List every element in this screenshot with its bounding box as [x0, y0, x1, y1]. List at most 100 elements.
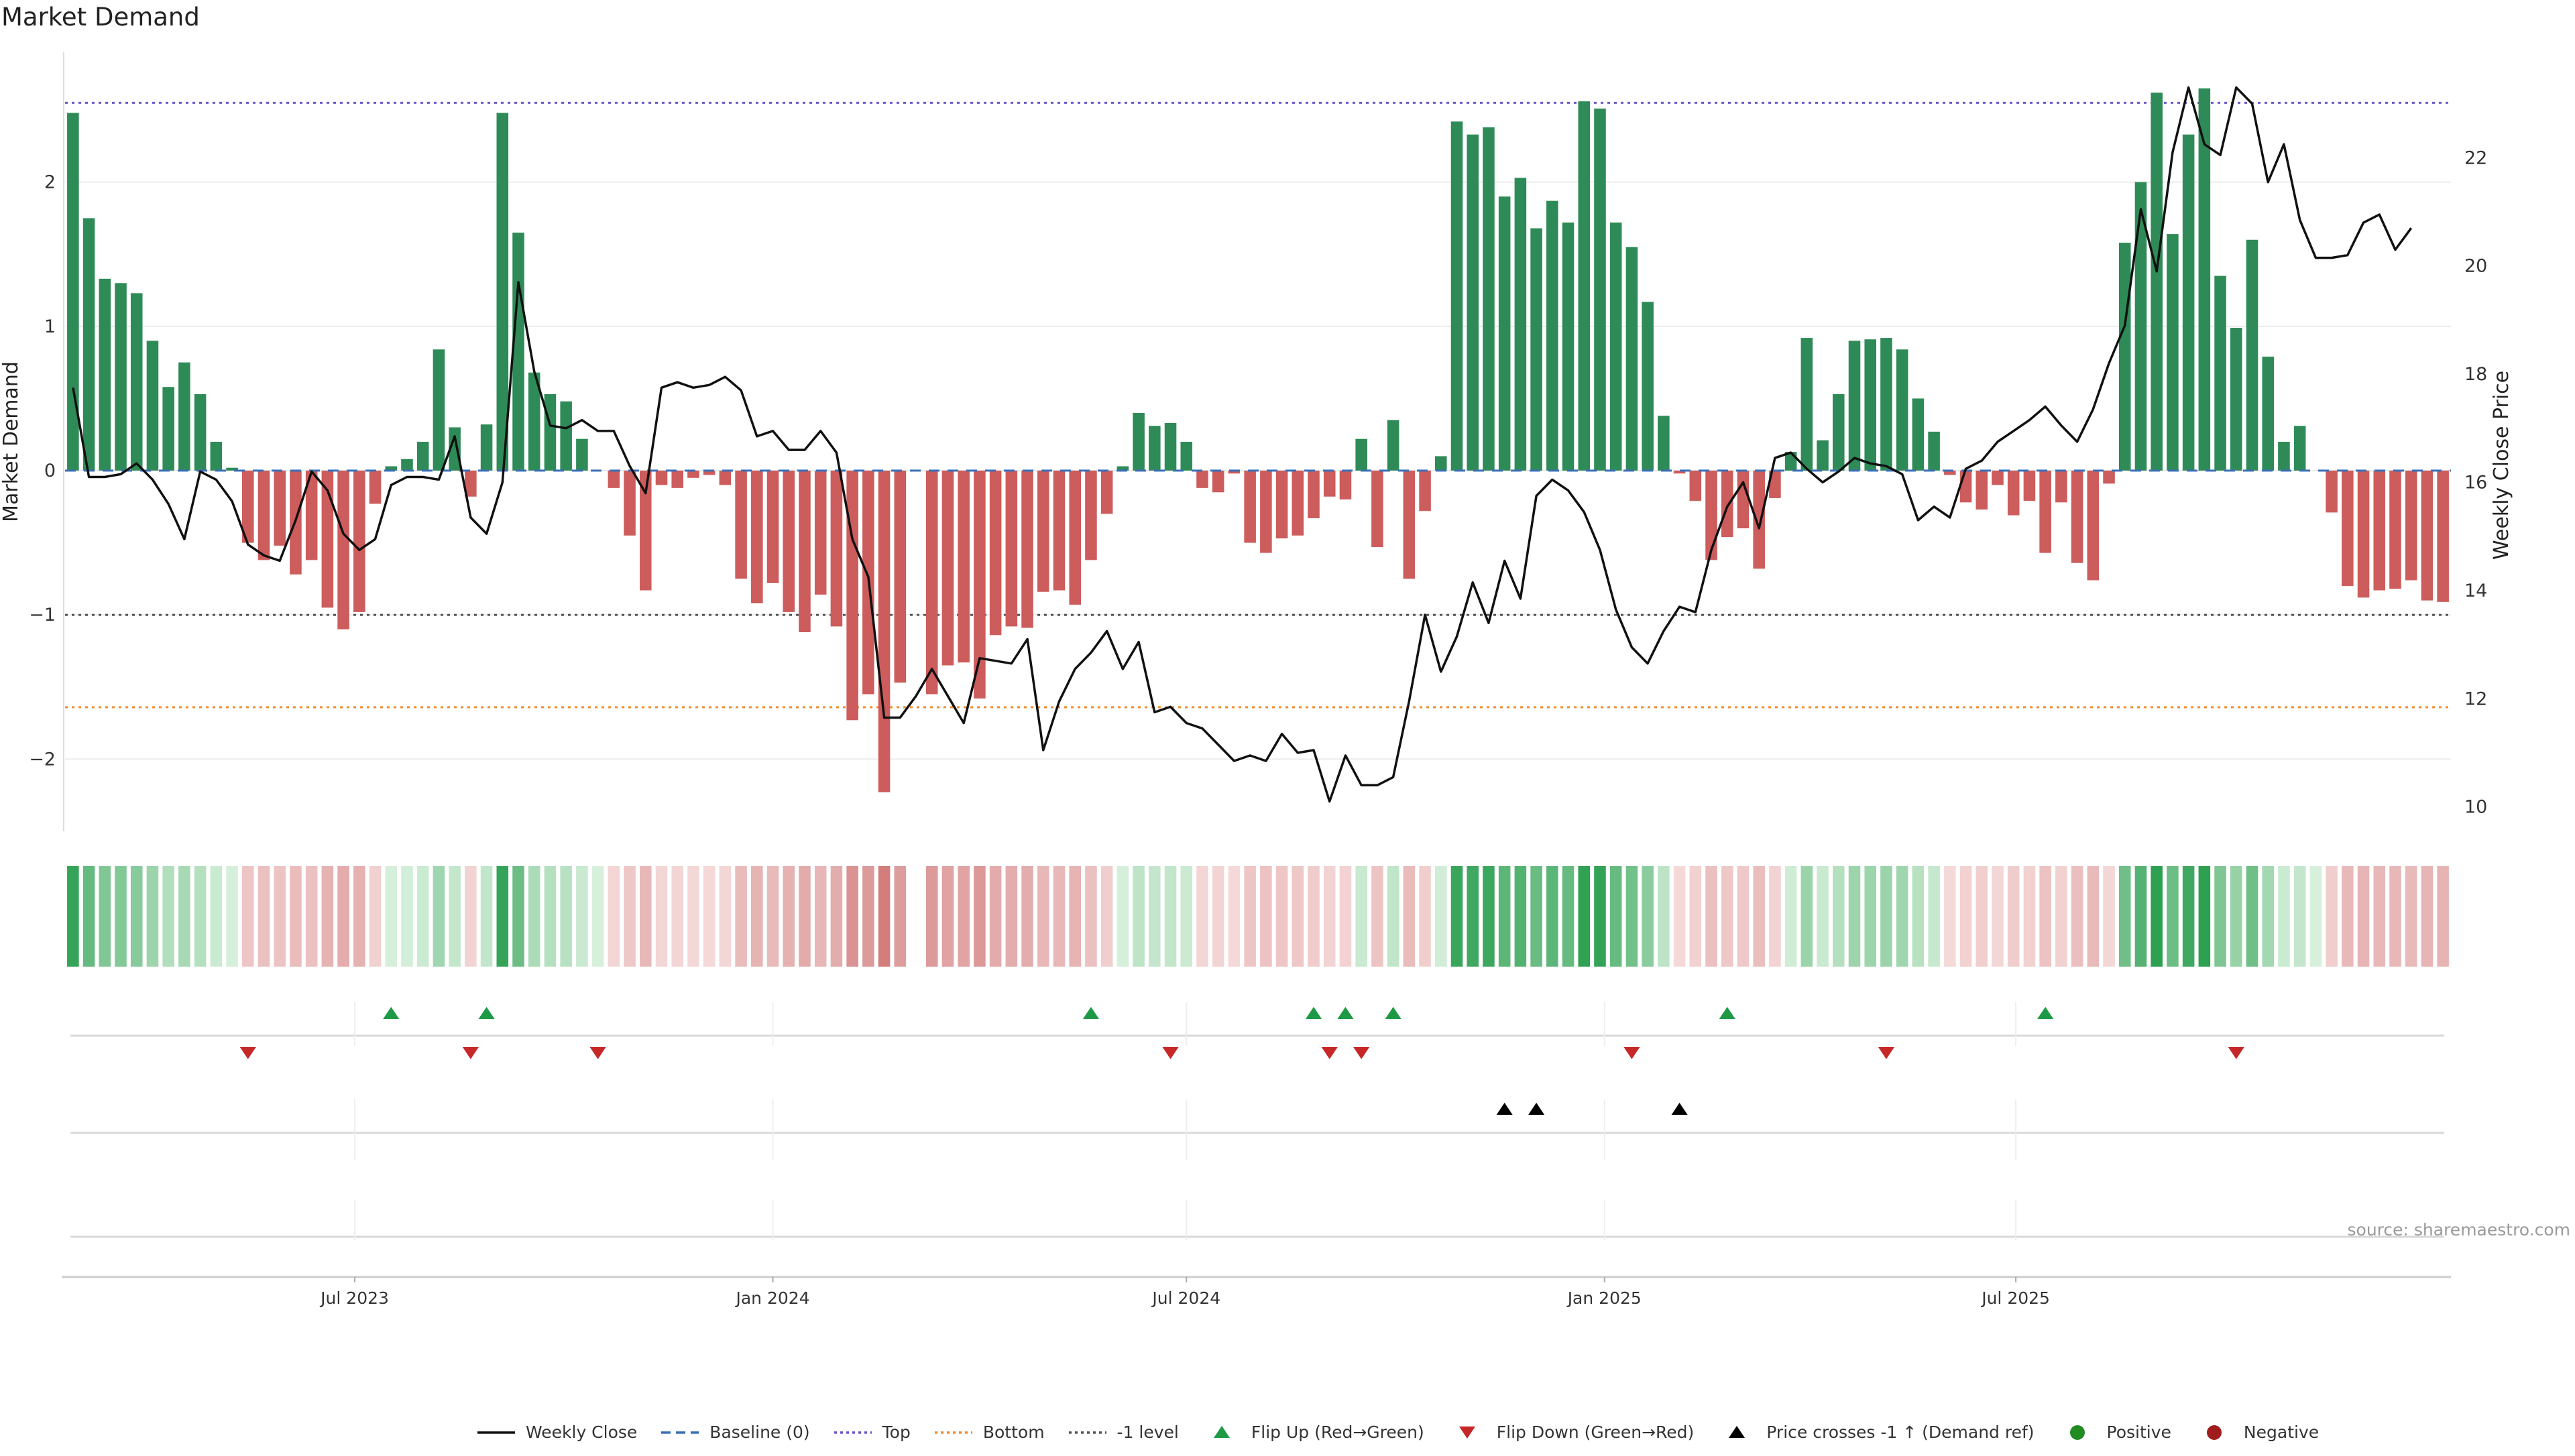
heat-cell	[2357, 866, 2370, 967]
demand-bar	[1848, 341, 1861, 471]
demand-bar	[1467, 134, 1479, 471]
heat-cell	[1355, 866, 1367, 967]
demand-bar	[433, 349, 445, 471]
chart-title: Market Demand	[1, 3, 200, 32]
demand-bar	[719, 471, 732, 485]
heat-cell	[1483, 866, 1495, 967]
demand-bar	[82, 218, 95, 471]
demand-bar	[465, 471, 477, 497]
demand-bar	[703, 471, 716, 475]
y-tick-label: 1	[44, 316, 56, 337]
heat-cell	[2342, 866, 2354, 967]
heat-cell	[2118, 866, 2131, 967]
flip-down-marker	[1162, 1047, 1179, 1059]
heat-cell	[1514, 866, 1527, 967]
demand-bar	[2293, 426, 2306, 471]
heat-cell	[1848, 866, 1861, 967]
demand-bar	[640, 471, 652, 591]
flip-down-marker	[462, 1047, 479, 1059]
demand-bar	[671, 471, 683, 488]
heat-cell	[2214, 866, 2226, 967]
heat-cell	[1133, 866, 1145, 967]
heat-cell	[989, 866, 1002, 967]
price-cross-marker	[1671, 1103, 1688, 1115]
y2-tick-label: 14	[2464, 581, 2487, 601]
demand-bar	[1944, 471, 1956, 475]
demand-bar	[369, 471, 382, 504]
heat-cell	[1959, 866, 1972, 967]
heat-cell	[67, 866, 79, 967]
demand-bar	[1149, 426, 1161, 471]
heat-cell	[1419, 866, 1431, 967]
demand-bar	[1450, 121, 1463, 471]
demand-bar	[2007, 471, 2020, 515]
demand-bar	[496, 113, 509, 471]
demand-bar	[528, 372, 540, 471]
heat-cell	[1403, 866, 1416, 967]
demand-bar	[1021, 471, 1033, 628]
heat-cell	[2293, 866, 2306, 967]
flip-down-marker	[239, 1047, 256, 1059]
demand-bar	[608, 471, 620, 488]
heat-cell	[735, 866, 747, 967]
y2-tick-label: 16	[2464, 473, 2487, 493]
heat-cell	[1800, 866, 1813, 967]
legend-swatch	[661, 1431, 699, 1434]
heat-cell	[1180, 866, 1193, 967]
demand-bar	[512, 232, 524, 471]
demand-bar	[258, 471, 270, 560]
demand-bar	[2103, 471, 2115, 484]
legend-swatch	[477, 1431, 515, 1434]
demand-bar	[449, 427, 461, 471]
demand-bar	[814, 471, 827, 595]
demand-bar	[1133, 412, 1145, 471]
heat-cell	[290, 866, 302, 967]
heat-cell	[1244, 866, 1256, 967]
demand-bar	[2357, 471, 2370, 598]
y-tick-label: 0	[44, 461, 56, 481]
flip-up-marker	[383, 1007, 400, 1019]
heat-cell	[1944, 866, 1956, 967]
legend-swatch	[934, 1431, 972, 1434]
heat-cell	[2373, 866, 2386, 967]
heat-cell	[2405, 866, 2417, 967]
heat-cell	[2103, 866, 2115, 967]
demand-bar	[1625, 247, 1638, 471]
demand-bar	[1992, 471, 2004, 485]
heat-cell	[687, 866, 699, 967]
demand-bar	[2118, 243, 2131, 471]
demand-bar	[560, 401, 572, 471]
demand-bar	[830, 471, 843, 627]
demand-bar	[576, 438, 588, 471]
legend-item: Negative	[2194, 1422, 2319, 1442]
y-tick-label: −1	[29, 605, 56, 625]
demand-bar	[385, 466, 398, 471]
y2-tick-label: 12	[2464, 688, 2487, 709]
demand-bar	[1800, 338, 1813, 471]
demand-bar	[1658, 416, 1670, 471]
heat-cell	[2198, 866, 2211, 967]
demand-bar	[2023, 471, 2036, 501]
heat-cell	[655, 866, 668, 967]
demand-bar	[1880, 338, 1892, 471]
legend-label: Weekly Close	[526, 1422, 638, 1442]
heat-cell	[958, 866, 970, 967]
heat-cell	[226, 866, 238, 967]
demand-bar	[1339, 471, 1352, 500]
heat-cell	[1625, 866, 1638, 967]
demand-bar	[2230, 328, 2242, 471]
heat-cell	[2326, 866, 2338, 967]
heat-cell	[1085, 866, 1097, 967]
heat-cell	[1689, 866, 1702, 967]
heat-cell	[1435, 866, 1447, 967]
heat-cell	[99, 866, 111, 967]
heat-cell	[2087, 866, 2100, 967]
demand-bar	[1037, 471, 1049, 592]
heat-cell	[274, 866, 286, 967]
heat-cell	[369, 866, 382, 967]
demand-bar	[2373, 471, 2386, 591]
flip-down-marker	[1878, 1047, 1894, 1059]
legend-item: Bottom	[933, 1422, 1045, 1442]
demand-bar	[2167, 234, 2179, 471]
demand-bar	[274, 471, 286, 546]
